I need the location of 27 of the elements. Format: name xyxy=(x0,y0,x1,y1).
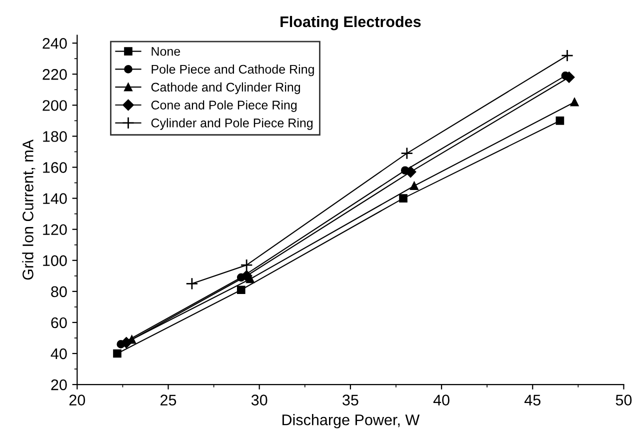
x-tick-label: 40 xyxy=(433,394,450,406)
x-tick-label: 20 xyxy=(69,394,86,406)
y-tick-label: 100 xyxy=(43,255,67,266)
y-tick-label: 200 xyxy=(42,100,67,111)
x-axis-title: Discharge Power, W xyxy=(282,414,420,428)
legend-label: Pole Piece and Cathode Ring xyxy=(152,64,314,76)
x-tick-label: 50 xyxy=(616,394,632,406)
legend-label: Cone and Pole Piece Ring xyxy=(151,100,297,112)
y-tick-label: 220 xyxy=(42,69,67,80)
y-tick-label: 240 xyxy=(42,38,67,49)
legend-label: Cathode and Cylinder Ring xyxy=(151,82,300,94)
y-tick-label: 140 xyxy=(43,193,67,204)
y-tick-label: 60 xyxy=(51,317,67,328)
y-tick-label: 160 xyxy=(43,162,67,173)
x-tick-label: 45 xyxy=(524,394,540,406)
x-tick-label: 35 xyxy=(342,394,358,406)
y-tick-label: 80 xyxy=(51,286,67,298)
y-tick-label: 40 xyxy=(50,348,67,360)
y-tick-label: 120 xyxy=(43,224,67,236)
y-axis-title: Grid Ion Current, mA xyxy=(22,140,36,280)
y-tick-label: 20 xyxy=(51,379,67,390)
legend-label: Cylinder and Pole Piece Ring xyxy=(151,118,313,130)
chart-title: Floating Electrodes xyxy=(280,16,421,30)
y-tick-label: 180 xyxy=(43,131,67,142)
x-tick-label: 30 xyxy=(251,394,268,406)
legend-label: None xyxy=(152,47,180,56)
x-tick-label: 25 xyxy=(160,394,176,406)
